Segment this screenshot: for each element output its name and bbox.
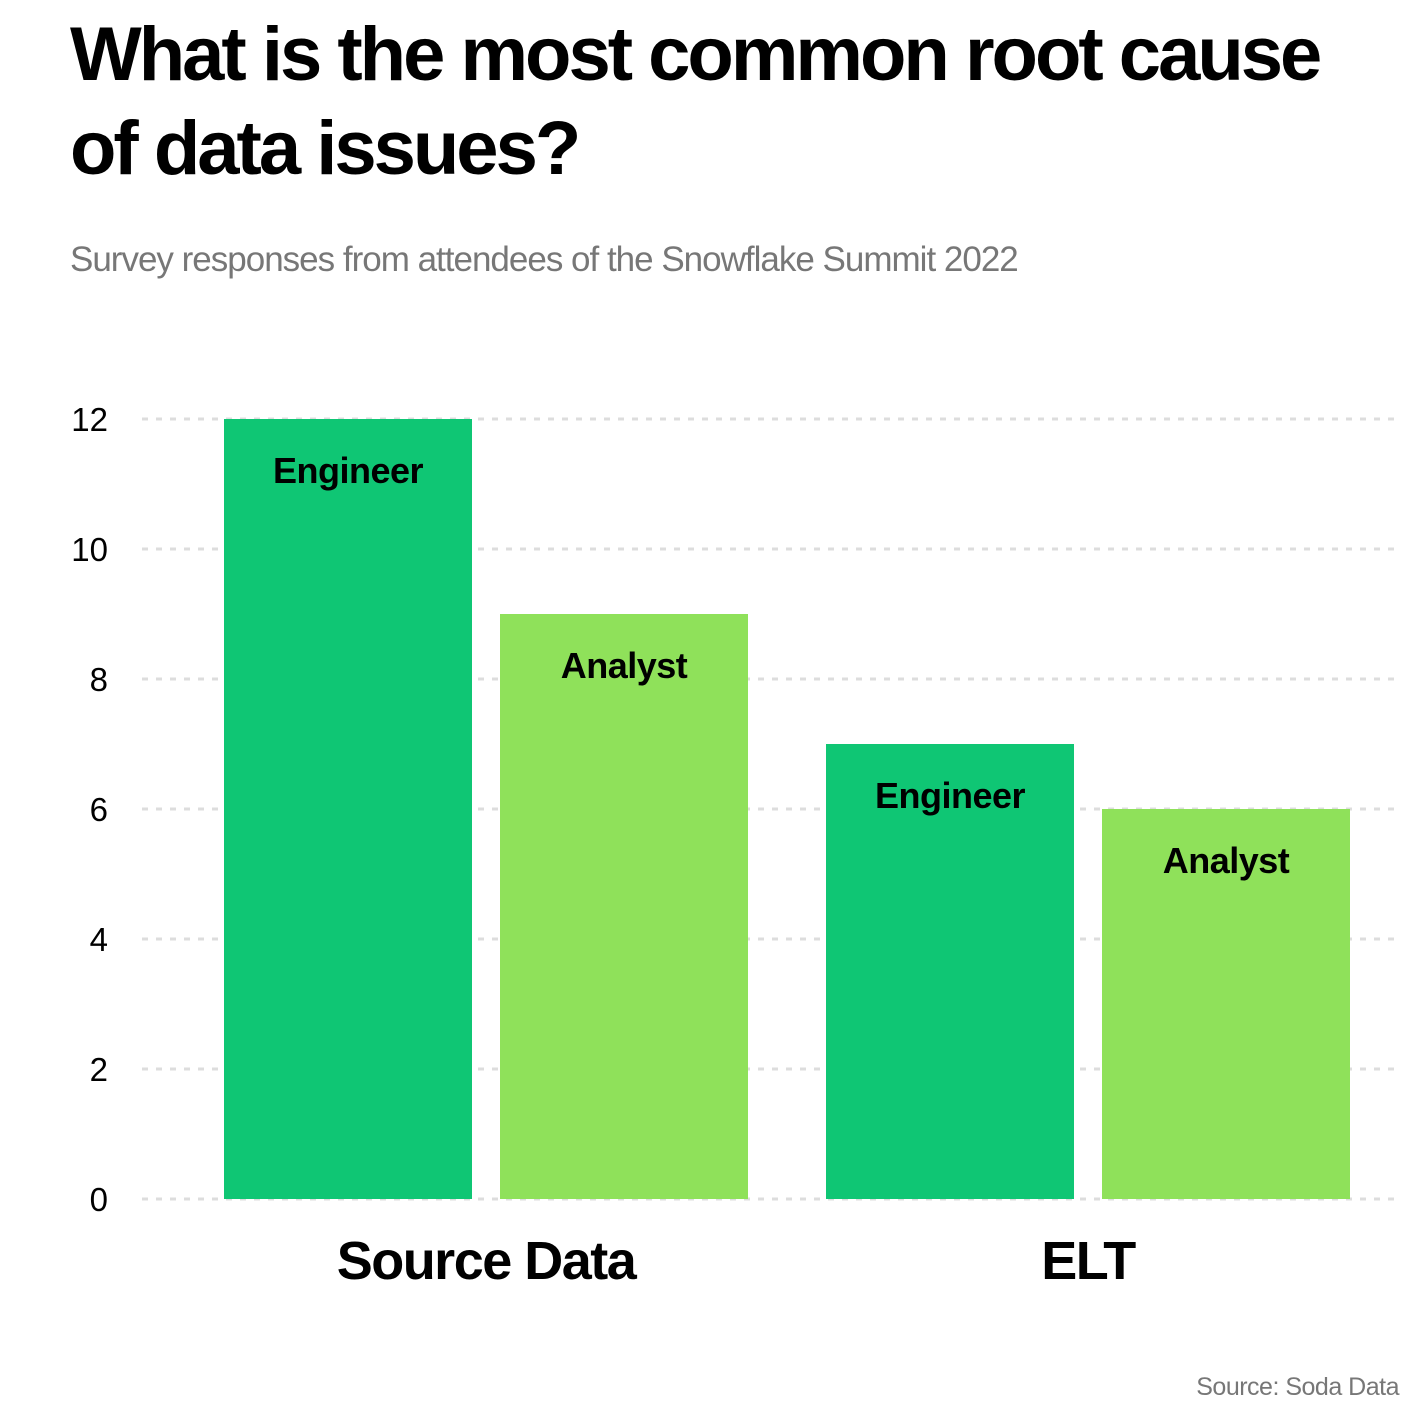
- x-category-label: ELT: [1041, 1231, 1136, 1291]
- y-tick-label: 2: [90, 1051, 108, 1088]
- bar-label: Analyst: [1163, 840, 1290, 881]
- bars: Engineer Analyst Engineer Analyst: [224, 419, 1350, 1199]
- y-axis: 0 2 4 6 8 10 12: [71, 401, 108, 1218]
- x-axis: Source Data ELT: [337, 1231, 1138, 1291]
- bar-label: Engineer: [273, 450, 424, 491]
- y-tick-label: 0: [90, 1181, 108, 1218]
- y-tick-label: 4: [90, 921, 108, 958]
- bar-label: Engineer: [875, 775, 1026, 816]
- y-tick-label: 8: [90, 661, 108, 698]
- y-tick-label: 12: [71, 401, 108, 438]
- y-tick-label: 10: [71, 531, 108, 568]
- x-category-label: Source Data: [337, 1231, 638, 1291]
- bar-label: Analyst: [561, 645, 688, 686]
- chart-title: What is the most common root cause of da…: [70, 12, 1322, 191]
- source-note: Source: Soda Data: [1196, 1373, 1399, 1401]
- chart-subtitle: Survey responses from attendees of the S…: [70, 240, 1019, 279]
- bar-analyst-elt: [1102, 809, 1350, 1199]
- bar-engineer-elt: [826, 744, 1074, 1199]
- y-tick-label: 6: [90, 791, 108, 828]
- bar-analyst-source-data: [500, 614, 748, 1199]
- bar-engineer-source-data: [224, 419, 472, 1199]
